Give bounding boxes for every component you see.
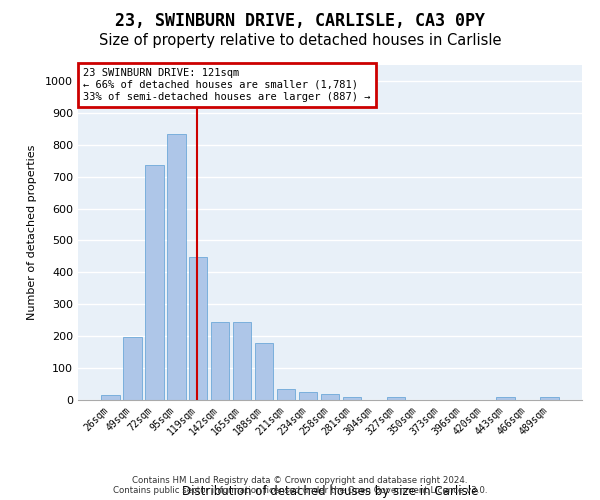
- Bar: [320, 394, 340, 400]
- Bar: [233, 322, 251, 400]
- Bar: [277, 389, 295, 400]
- Bar: [496, 397, 515, 400]
- Text: 23 SWINBURN DRIVE: 121sqm
← 66% of detached houses are smaller (1,781)
33% of se: 23 SWINBURN DRIVE: 121sqm ← 66% of detac…: [83, 68, 371, 102]
- Text: Size of property relative to detached houses in Carlisle: Size of property relative to detached ho…: [99, 32, 501, 48]
- Bar: [145, 166, 164, 400]
- X-axis label: Distribution of detached houses by size in Carlisle: Distribution of detached houses by size …: [182, 486, 478, 498]
- Bar: [167, 134, 185, 400]
- Bar: [123, 337, 142, 400]
- Bar: [343, 397, 361, 400]
- Text: 23, SWINBURN DRIVE, CARLISLE, CA3 0PY: 23, SWINBURN DRIVE, CARLISLE, CA3 0PY: [115, 12, 485, 30]
- Y-axis label: Number of detached properties: Number of detached properties: [27, 145, 37, 320]
- Bar: [541, 397, 559, 400]
- Bar: [189, 258, 208, 400]
- Bar: [255, 343, 274, 400]
- Text: Contains HM Land Registry data © Crown copyright and database right 2024.
Contai: Contains HM Land Registry data © Crown c…: [113, 476, 487, 495]
- Bar: [299, 392, 317, 400]
- Bar: [211, 322, 229, 400]
- Bar: [386, 397, 405, 400]
- Bar: [101, 395, 119, 400]
